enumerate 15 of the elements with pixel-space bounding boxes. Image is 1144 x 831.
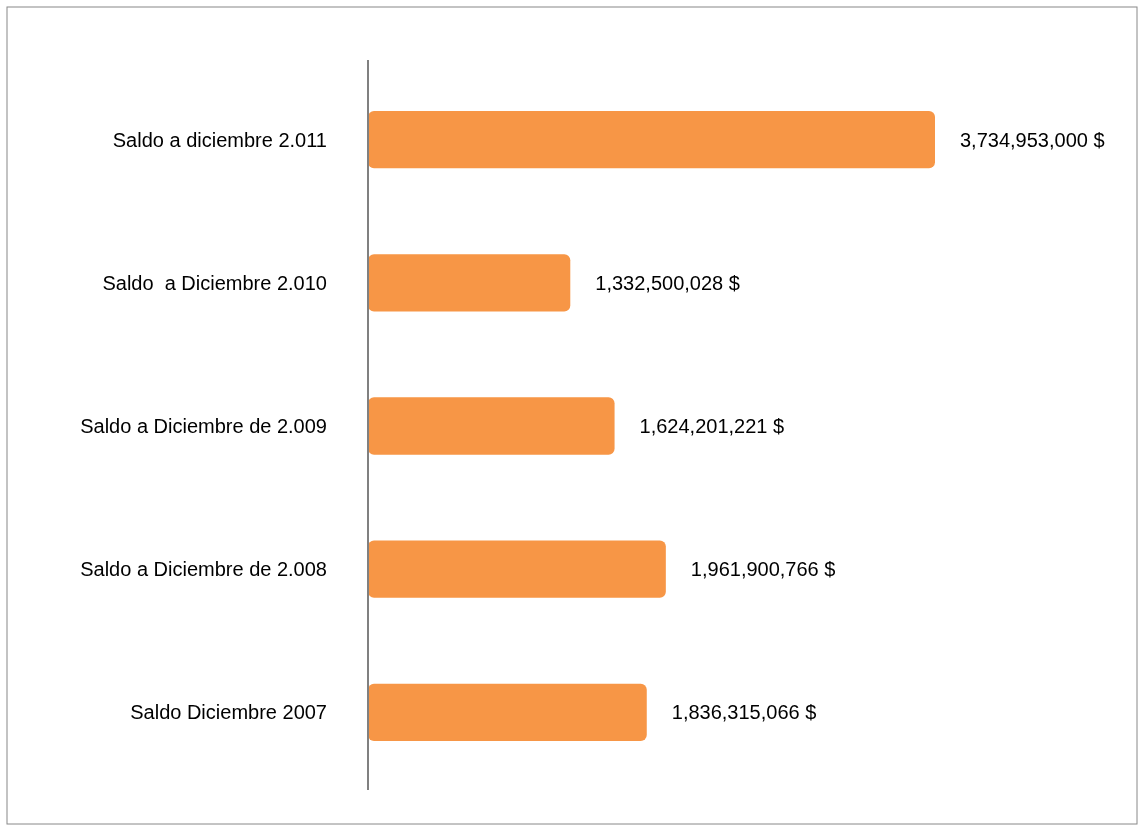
y-tick-label: Saldo a Diciembre de 2.009 [80, 415, 327, 437]
data-label: 3,734,953,000 $ [960, 128, 1105, 151]
bar [368, 254, 571, 312]
bar [368, 397, 615, 455]
data-label: 1,624,201,221 $ [639, 415, 785, 437]
bar [368, 683, 647, 742]
y-tick-label: Saldo Diciembre 2007 [130, 701, 327, 724]
data-label: 1,836,315,066 $ [671, 701, 817, 724]
y-tick-label: Saldo a Diciembre 2.010 [102, 271, 327, 294]
data-label: 1,332,500,028 $ [595, 271, 740, 294]
bar [368, 540, 666, 598]
y-tick-label: Saldo a diciembre 2.011 [112, 128, 327, 151]
bar [368, 110, 935, 169]
data-label: 1,961,900,766 $ [690, 558, 836, 581]
y-tick-label: Saldo a Diciembre de 2.008 [80, 558, 327, 581]
